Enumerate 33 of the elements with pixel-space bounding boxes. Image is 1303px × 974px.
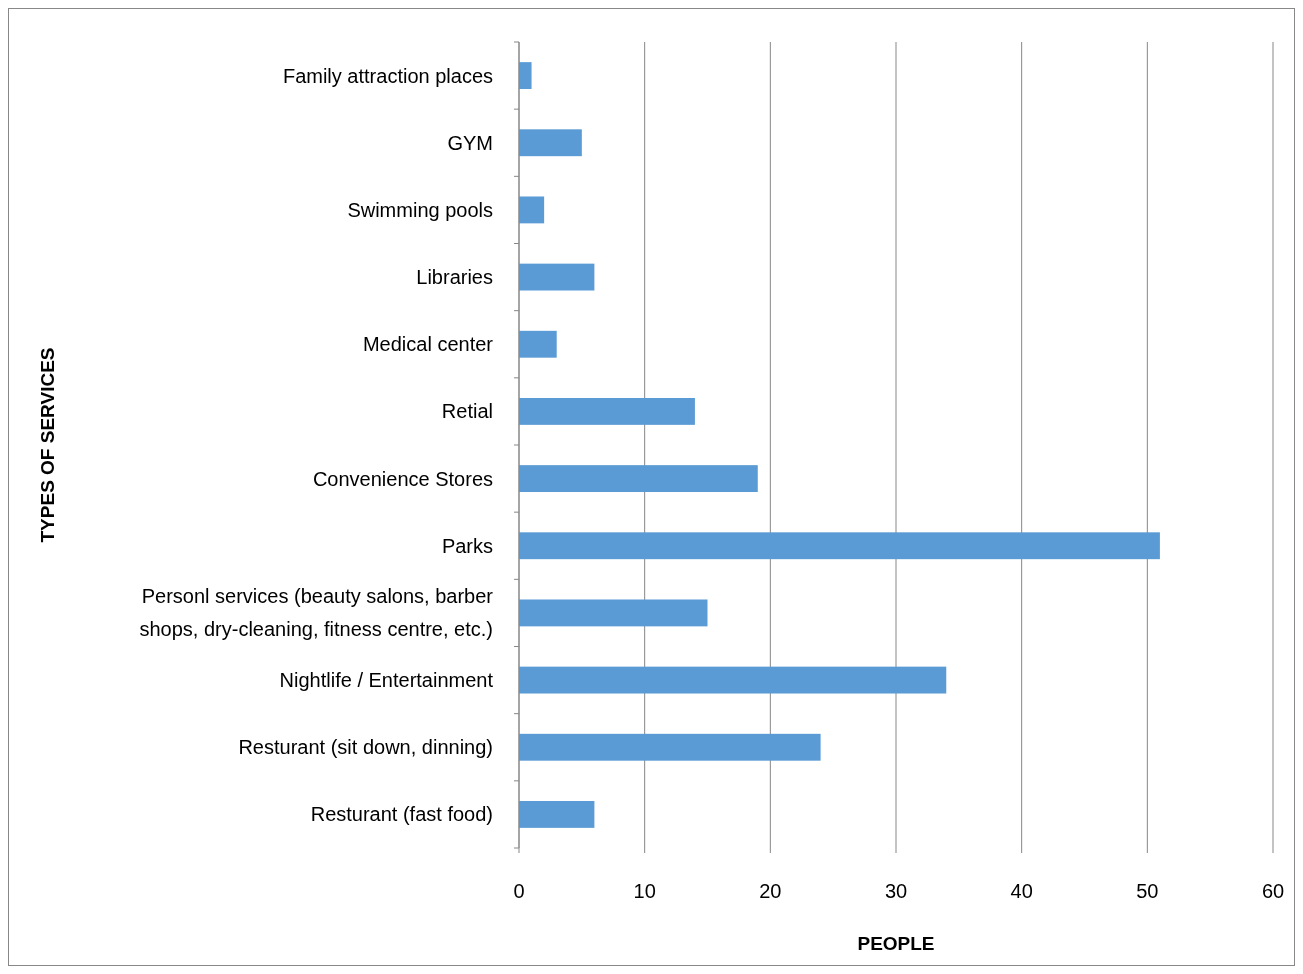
- bar: [519, 465, 758, 493]
- x-tick-label: 30: [884, 880, 908, 902]
- x-tick-label: 40: [1010, 880, 1033, 902]
- bar: [519, 666, 947, 694]
- bar: [519, 196, 545, 224]
- y-tick-label: Nightlife / Entertainment: [279, 669, 494, 692]
- bar: [519, 532, 1160, 560]
- bar: [519, 129, 582, 157]
- bar: [519, 330, 557, 358]
- y-tick-label: Swimming pools: [347, 198, 493, 221]
- y-tick-label: Resturant (fast food): [310, 803, 493, 826]
- x-tick-label: 20: [759, 880, 782, 902]
- y-tick-label: Family attraction places: [282, 64, 493, 87]
- y-tick-label: Libraries: [416, 266, 493, 289]
- x-axis-title: PEOPLE: [857, 933, 935, 954]
- bar: [519, 62, 532, 90]
- y-tick-label: Parks: [441, 534, 493, 557]
- y-tick-label: Retial: [441, 400, 493, 423]
- y-axis-title: TYPES OF SERVICES: [37, 347, 58, 543]
- y-tick-label: Medical center: [362, 333, 494, 356]
- x-tick-label: 0: [513, 880, 525, 902]
- bar: [519, 599, 708, 627]
- x-tick-label: 10: [633, 880, 656, 902]
- bar: [519, 800, 595, 828]
- bar: [519, 733, 821, 761]
- x-tick-label: 50: [1136, 880, 1159, 902]
- y-tick-label: Personl services (beauty salons, barber shops, dry-cleaning, fitness centre, etc.): [139, 585, 494, 641]
- bar: [519, 263, 595, 291]
- x-tick-label: 60: [1261, 880, 1285, 902]
- y-tick-label: GYM: [447, 131, 493, 154]
- bar: [519, 397, 695, 425]
- y-tick-label: Resturant (sit down, dinning): [238, 736, 493, 759]
- y-tick-label: Convenience Stores: [312, 467, 493, 490]
